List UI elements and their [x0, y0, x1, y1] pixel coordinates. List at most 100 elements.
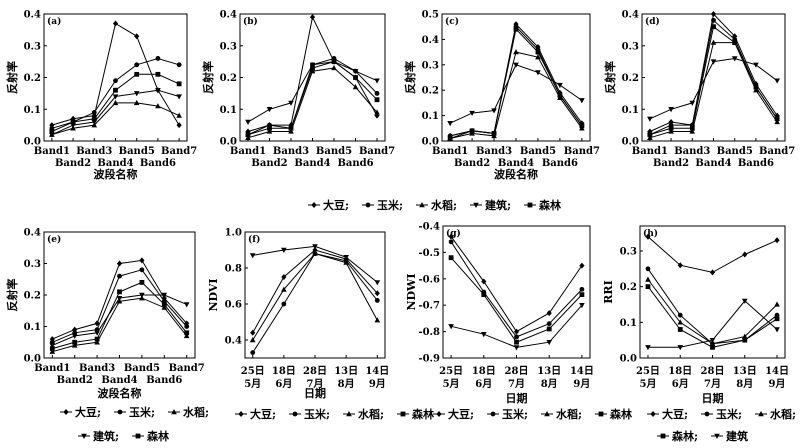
data-point: [117, 289, 122, 295]
data-point: [113, 87, 118, 93]
data-point: [343, 258, 349, 264]
y-axis-label: 反射率: [5, 61, 19, 94]
data-point: [557, 94, 563, 101]
data-point: [710, 59, 717, 65]
data-point: [546, 326, 552, 332]
data-point: [689, 100, 696, 106]
data-point: [94, 330, 100, 336]
data-point: [469, 110, 475, 117]
plot-frame: [441, 13, 591, 142]
y-tick-label: 0.4: [24, 228, 41, 239]
data-point: [139, 280, 145, 285]
x-tick-label: 18日 6月: [272, 365, 296, 390]
x-tick-label: Band7: [759, 146, 795, 157]
legend-marker: [238, 411, 244, 417]
data-point: [481, 292, 487, 298]
data-point: [134, 33, 140, 40]
data-point: [71, 342, 78, 348]
data-point: [374, 290, 380, 297]
data-point: [113, 78, 118, 84]
legend-marker: [311, 202, 317, 208]
x-tick-label: Band2: [454, 158, 490, 169]
data-point: [71, 333, 78, 339]
data-point: [513, 345, 520, 351]
legend-entry: 森林;: [672, 429, 698, 443]
data-point: [176, 112, 182, 118]
x-tick-label: 13日 8月: [537, 365, 561, 390]
data-point: [49, 348, 56, 354]
legend-marker: [758, 411, 764, 417]
data-point: [134, 71, 140, 77]
data-point: [374, 298, 380, 303]
data-point: [176, 81, 182, 87]
y-tick-label: 0.8: [225, 264, 242, 275]
series-triangle: [49, 99, 182, 137]
x-tick-label: Band2: [55, 158, 91, 169]
data-point: [245, 119, 251, 125]
data-point: [267, 125, 272, 131]
data-point: [155, 56, 161, 61]
y-tick-label: 0.1: [422, 111, 439, 122]
data-point: [741, 298, 748, 304]
series-circle: [647, 17, 780, 138]
data-point: [774, 327, 780, 333]
data-point: [176, 122, 182, 129]
data-point: [535, 49, 541, 55]
panel-label: (f): [248, 234, 260, 245]
y-tick-label: 0.0: [422, 137, 439, 148]
legend-marker: [714, 433, 720, 439]
legend-g: 大豆; 玉米; 水稻; 森林: [433, 407, 632, 421]
legend-entry: 水稻;: [556, 407, 582, 421]
data-point: [312, 251, 318, 256]
data-point: [155, 88, 161, 94]
data-point: [579, 262, 585, 269]
y-tick-label: -0.8: [418, 327, 440, 338]
series-diamond: [447, 21, 585, 139]
y-tick-label: -0.4: [418, 222, 440, 233]
series-square: [645, 284, 780, 350]
y-tick-label: 0.5: [422, 10, 439, 21]
plot-frame: [239, 13, 386, 142]
legend-marker: [598, 411, 604, 417]
data-point: [91, 116, 97, 122]
y-tick-label: 1.0: [225, 228, 242, 239]
data-point: [546, 339, 553, 346]
data-point: [374, 109, 380, 115]
data-point: [155, 71, 161, 77]
legend-entry: 水稻;: [183, 405, 209, 419]
legend-marker: [365, 202, 371, 208]
legend-e-line2: 建筑; 森林: [78, 429, 169, 443]
series-circle: [448, 239, 585, 340]
series-line: [649, 19, 778, 136]
legend-entry: 玉米;: [502, 407, 528, 421]
data-point: [546, 310, 552, 317]
panel-e: 0.0 0.1 0.2 0.3 0.4 Band1Band2Band3Band4Band5…: [5, 228, 205, 401]
y-tick-label: 0.3: [24, 41, 41, 52]
x-tick-label: Band3: [76, 146, 112, 157]
series-circle: [645, 266, 780, 347]
data-point: [677, 345, 684, 351]
series-diamond: [448, 233, 585, 335]
data-point: [491, 132, 497, 139]
x-tick-label: Band4: [498, 158, 534, 169]
x-tick-label: Band4: [101, 375, 137, 386]
series-circle: [49, 267, 190, 345]
series-line: [450, 236, 583, 333]
data-point: [161, 304, 168, 310]
data-point: [312, 247, 318, 253]
x-tick-label: 14日 9月: [765, 365, 789, 390]
data-point: [731, 39, 738, 45]
legend-marker: [436, 411, 442, 417]
legend-h-line2: 森林; 建筑: [657, 429, 748, 443]
y-tick-label: 0.4: [622, 10, 639, 21]
data-point: [513, 49, 519, 55]
x-tick-label: 28日 7月: [701, 365, 725, 390]
x-tick-label: Band3: [79, 363, 115, 374]
data-point: [281, 247, 287, 253]
data-point: [677, 312, 683, 318]
data-point: [176, 62, 182, 68]
y-tick-label: 0.2: [24, 291, 41, 302]
x-tick-label: Band4: [97, 158, 133, 169]
y-axis-label: 反射率: [403, 61, 417, 94]
series-diamond: [647, 11, 780, 135]
